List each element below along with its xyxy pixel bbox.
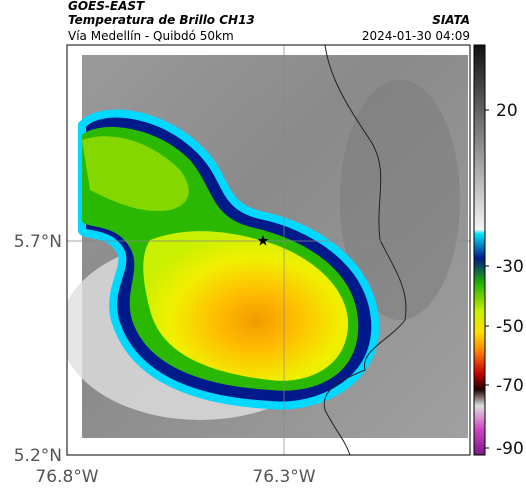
colorbar-label: -50 xyxy=(496,317,524,337)
lon-label: 76.8°W xyxy=(35,467,98,487)
colorbar-ticks xyxy=(485,109,489,449)
lat-label: 5.2°N xyxy=(14,446,62,466)
title: GOES-EAST xyxy=(68,0,145,13)
subtitle: Temperatura de Brillo CH13 xyxy=(68,13,255,27)
map-frame xyxy=(66,44,471,456)
location: Vía Medellín - Quibdó 50km xyxy=(68,29,234,43)
source: SIATA xyxy=(432,13,470,27)
colorbar-label: -30 xyxy=(496,257,524,277)
colorbar-label: 20 xyxy=(496,101,518,121)
lat-label: 5.7°N xyxy=(14,232,62,252)
datetime: 2024-01-30 04:09 xyxy=(362,29,470,43)
lon-label: 76.3°W xyxy=(252,467,315,487)
colorbar-label: -70 xyxy=(496,376,524,396)
colorbar-label: -90 xyxy=(496,439,524,459)
colorbar xyxy=(473,44,486,456)
satellite-image xyxy=(67,45,470,455)
